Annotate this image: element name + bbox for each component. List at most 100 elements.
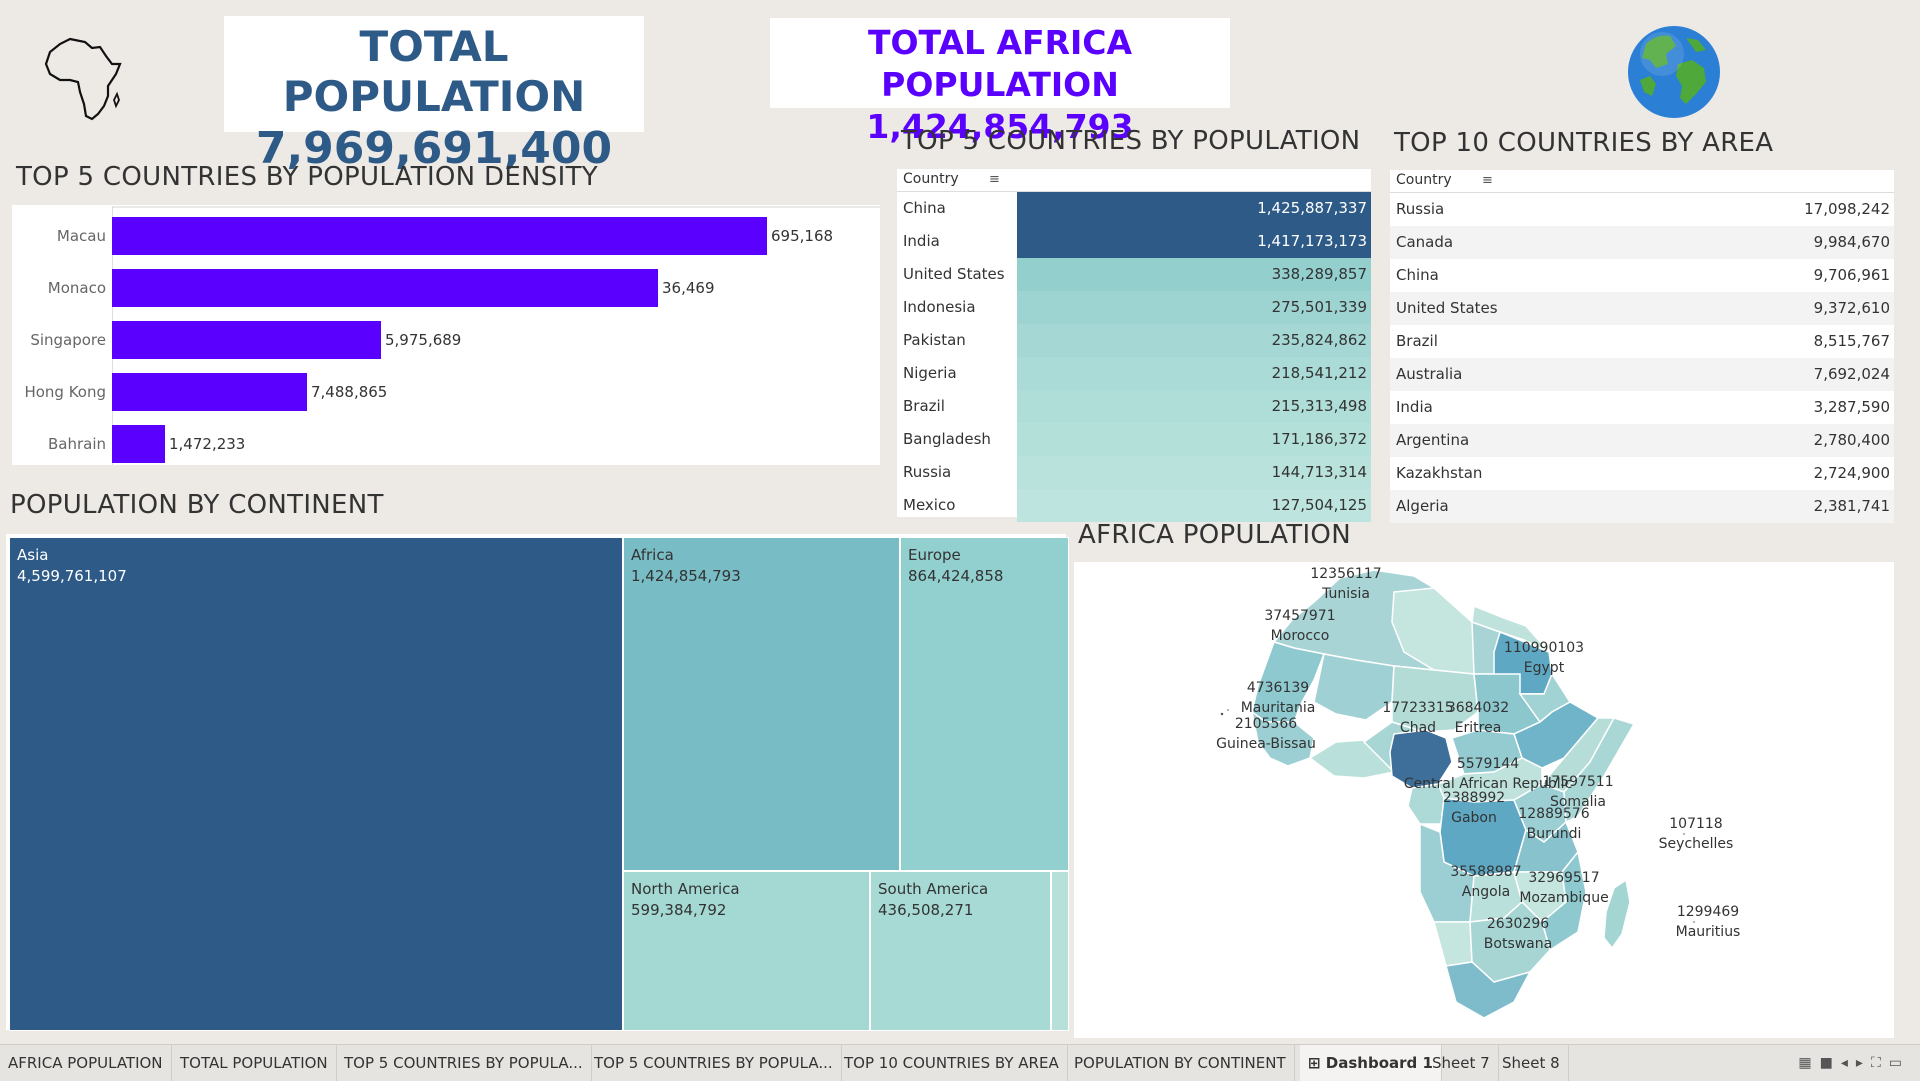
treemap-cell-other[interactable] <box>1051 871 1069 1031</box>
sheet-tab[interactable]: Sheet 7 <box>1424 1045 1499 1081</box>
table-row[interactable]: China 9,706,961 <box>1390 259 1894 292</box>
kpi-value: 1,424,854,793 <box>866 107 1134 146</box>
bar-category-label: Bahrain <box>47 435 106 453</box>
treemap-cell-africa[interactable]: Africa 1,424,854,793 <box>623 537 900 871</box>
next-tab-icon[interactable]: ▸ <box>1855 1055 1871 1071</box>
value-cell: 235,824,862 <box>1017 324 1371 357</box>
country-cell: United States <box>1396 299 1498 317</box>
sheet-tab-label: TOP 10 COUNTRIES BY AREA <box>844 1054 1059 1072</box>
value-cell: 144,713,314 <box>1017 456 1371 489</box>
country-cell: Mexico <box>903 496 956 514</box>
value-cell: 215,313,498 <box>1017 390 1371 423</box>
present-icon[interactable]: ▭ <box>1888 1055 1910 1071</box>
density-bar[interactable] <box>112 425 165 463</box>
sheet-tab-label: Dashboard 1 <box>1325 1054 1433 1072</box>
map-country-label: 12356117 Tunisia <box>1310 566 1382 602</box>
map-country-label: 4736139 Mauritania <box>1240 680 1316 716</box>
sheet-tab[interactable]: Sheet 8 <box>1494 1045 1569 1081</box>
table-row[interactable]: Brazil 215,313,498 <box>897 390 1371 423</box>
value-cell: 9,706,961 <box>1813 266 1890 284</box>
fullscreen-icon[interactable]: ⛶ <box>1870 1055 1889 1071</box>
treemap-cell-south-america[interactable]: South America 436,508,271 <box>870 871 1051 1031</box>
sheet-tab[interactable]: ⊞ Dashboard 1 <box>1300 1045 1442 1081</box>
film-strip-icon[interactable]: ■ <box>1819 1055 1841 1071</box>
table-row[interactable]: United States 9,372,610 <box>1390 292 1894 325</box>
sheet-tab-label: AFRICA POPULATION <box>8 1054 163 1072</box>
treemap-cell-europe[interactable]: Europe 864,424,858 <box>900 537 1069 871</box>
sheet-tab[interactable]: POPULATION BY CONTINENT <box>1066 1045 1295 1081</box>
africa-outline-icon <box>40 34 125 124</box>
treemap-cell-asia[interactable]: Asia 4,599,761,107 <box>9 537 623 1031</box>
chart-axis-line <box>112 206 880 465</box>
table-row[interactable]: United States 338,289,857 <box>897 258 1371 291</box>
sheet-tab[interactable]: TOP 5 COUNTRIES BY POPULA... <box>586 1045 842 1081</box>
table-row[interactable]: Nigeria 218,541,212 <box>897 357 1371 390</box>
treemap-value: 436,508,271 <box>878 901 974 919</box>
country-cell: Brazil <box>1396 332 1438 350</box>
map-country-label: 12889576 Burundi <box>1518 806 1590 842</box>
map-country-label: 1299469 Mauritius <box>1675 904 1741 940</box>
table-row[interactable]: Bangladesh 171,186,372 <box>897 423 1371 456</box>
density-bar[interactable] <box>112 373 307 411</box>
map-country-label: 5579144 Central African Republic <box>1403 756 1573 792</box>
sheet-tab[interactable]: AFRICA POPULATION <box>0 1045 172 1081</box>
country-cell: Australia <box>1396 365 1463 383</box>
table-row[interactable]: Brazil 8,515,767 <box>1390 325 1894 358</box>
sheet-tab[interactable]: TOP 5 COUNTRIES BY POPULA... <box>336 1045 592 1081</box>
sheet-tab[interactable]: TOTAL POPULATION <box>172 1045 337 1081</box>
value-cell: 127,504,125 <box>1017 489 1371 522</box>
tab-navigation-controls: ▦■◂▸⛶▭ <box>1798 1045 1910 1081</box>
treemap-cell-north-america[interactable]: North America 599,384,792 <box>623 871 870 1031</box>
table-row[interactable]: China 1,425,887,337 <box>897 192 1371 225</box>
country-cell: Russia <box>1396 200 1445 218</box>
bar-category-label: Monaco <box>47 279 106 297</box>
density-bar[interactable] <box>112 269 658 307</box>
map-country-label: 3684032 Eritrea <box>1446 700 1510 736</box>
sheet-tab-label: TOTAL POPULATION <box>180 1054 328 1072</box>
top5-population-table: Country ≡ China 1,425,887,337 India 1,417,1… <box>897 169 1371 522</box>
country-cell: India <box>903 232 940 250</box>
value-cell: 3,287,590 <box>1813 398 1890 416</box>
kpi-title: TOTAL AFRICA POPULATION <box>867 23 1133 104</box>
show-sheets-icon[interactable]: ▦ <box>1798 1055 1820 1071</box>
column-header-country[interactable]: Country <box>903 171 959 187</box>
table-body: Russia 17,098,242 Canada 9,984,670 China 9,70… <box>1390 193 1894 523</box>
table-row[interactable]: Pakistan 235,824,862 <box>897 324 1371 357</box>
table-row[interactable]: Argentina 2,780,400 <box>1390 424 1894 457</box>
table-row[interactable]: Canada 9,984,670 <box>1390 226 1894 259</box>
table-body: China 1,425,887,337 India 1,417,173,173 Unit… <box>897 192 1371 522</box>
table-row[interactable]: Mexico 127,504,125 <box>897 489 1371 522</box>
kpi-title: TOTAL POPULATION <box>282 22 586 121</box>
country-cell: India <box>1396 398 1433 416</box>
africa-map-shapes <box>1219 569 1697 1019</box>
sort-icon[interactable]: ≡ <box>989 172 1000 187</box>
bar-category-label: Singapore <box>30 331 106 349</box>
density-bar[interactable] <box>112 217 767 255</box>
value-text: 127,504,125 <box>1271 496 1367 514</box>
country-cell: Pakistan <box>903 331 966 349</box>
table-row[interactable]: Kazakhstan 2,724,900 <box>1390 457 1894 490</box>
table-row[interactable]: India 1,417,173,173 <box>897 225 1371 258</box>
sort-icon[interactable]: ≡ <box>1482 173 1493 188</box>
map-country-label: 17723315 Chad <box>1382 700 1454 736</box>
previous-tab-icon[interactable]: ◂ <box>1840 1055 1856 1071</box>
table-row[interactable]: India 3,287,590 <box>1390 391 1894 424</box>
map-country-label: 37457971 Morocco <box>1264 608 1336 644</box>
value-cell: 1,417,173,173 <box>1017 225 1371 258</box>
sheet-tab-label: Sheet 8 <box>1502 1054 1560 1072</box>
sheet-tab-label: TOP 5 COUNTRIES BY POPULA... <box>344 1054 583 1072</box>
sheet-tab[interactable]: TOP 10 COUNTRIES BY AREA <box>836 1045 1068 1081</box>
density-bar[interactable] <box>112 321 381 359</box>
value-cell: 171,186,372 <box>1017 423 1371 456</box>
table-row[interactable]: Indonesia 275,501,339 <box>897 291 1371 324</box>
country-cell: Kazakhstan <box>1396 464 1483 482</box>
column-header-country[interactable]: Country <box>1396 172 1452 188</box>
table-row[interactable]: Algeria 2,381,741 <box>1390 490 1894 523</box>
map-country-label: 32969517 Mozambique <box>1519 870 1609 906</box>
value-cell: 1,425,887,337 <box>1017 192 1371 225</box>
sheet-tab-label: POPULATION BY CONTINENT <box>1074 1054 1286 1072</box>
value-cell: 8,515,767 <box>1813 332 1890 350</box>
table-row[interactable]: Australia 7,692,024 <box>1390 358 1894 391</box>
table-row[interactable]: Russia 17,098,242 <box>1390 193 1894 226</box>
table-row[interactable]: Russia 144,713,314 <box>897 456 1371 489</box>
